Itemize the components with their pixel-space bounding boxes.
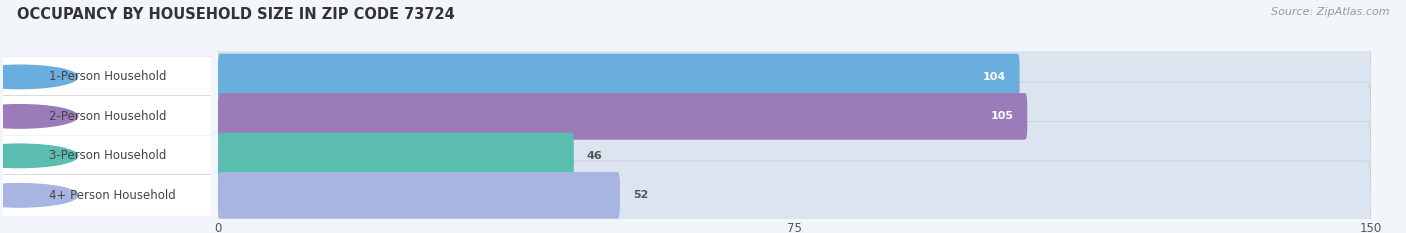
Text: Source: ZipAtlas.com: Source: ZipAtlas.com [1271, 7, 1389, 17]
Text: 46: 46 [586, 151, 603, 161]
Text: 52: 52 [633, 190, 648, 200]
FancyBboxPatch shape [218, 161, 1371, 230]
Circle shape [0, 144, 77, 168]
Text: 3-Person Household: 3-Person Household [49, 149, 166, 162]
FancyBboxPatch shape [218, 54, 1019, 100]
Circle shape [0, 184, 77, 207]
Circle shape [0, 65, 77, 89]
FancyBboxPatch shape [0, 96, 217, 137]
FancyBboxPatch shape [218, 43, 1371, 111]
FancyBboxPatch shape [0, 135, 217, 177]
Text: OCCUPANCY BY HOUSEHOLD SIZE IN ZIP CODE 73724: OCCUPANCY BY HOUSEHOLD SIZE IN ZIP CODE … [17, 7, 454, 22]
Text: 4+ Person Household: 4+ Person Household [49, 189, 176, 202]
FancyBboxPatch shape [218, 93, 1028, 140]
FancyBboxPatch shape [0, 174, 217, 216]
Text: 2-Person Household: 2-Person Household [49, 110, 166, 123]
FancyBboxPatch shape [218, 172, 620, 219]
FancyBboxPatch shape [0, 56, 217, 98]
FancyBboxPatch shape [218, 82, 1371, 151]
Circle shape [0, 105, 77, 128]
Text: 1-Person Household: 1-Person Household [49, 70, 166, 83]
FancyBboxPatch shape [218, 122, 1371, 190]
FancyBboxPatch shape [218, 133, 574, 179]
Text: 105: 105 [990, 111, 1014, 121]
Text: 104: 104 [983, 72, 1005, 82]
